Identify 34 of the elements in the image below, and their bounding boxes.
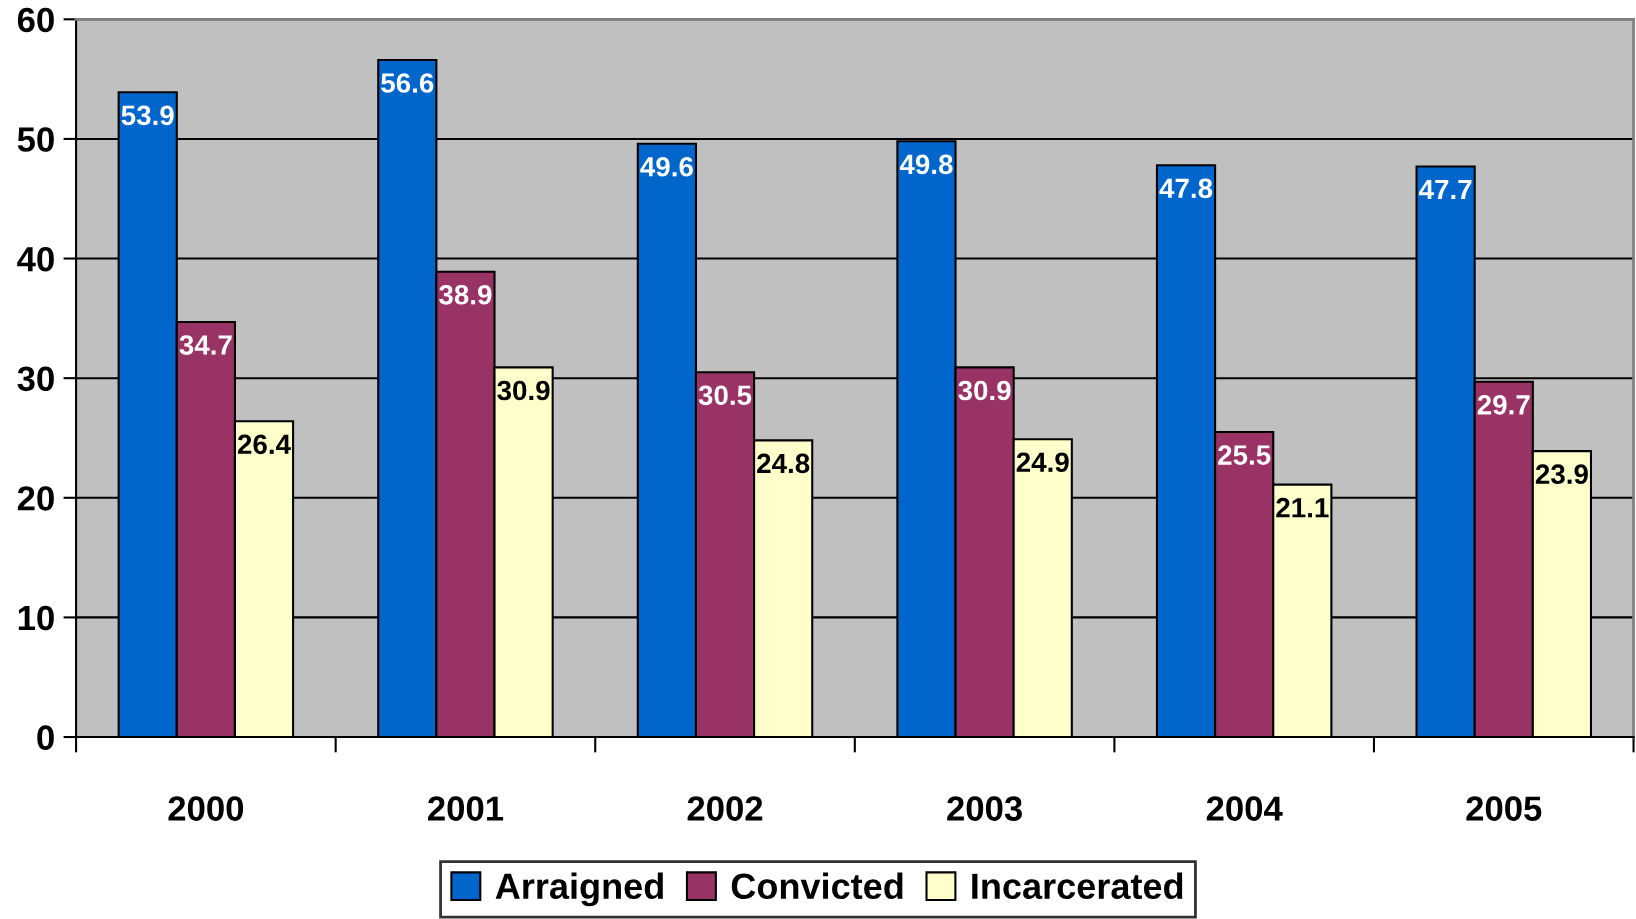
data-label: 38.9	[439, 284, 492, 305]
x-tick-label: 2002	[687, 796, 763, 821]
legend-label: Incarcerated	[972, 872, 1183, 900]
data-label: 34.7	[179, 335, 232, 355]
data-label: 23.9	[1535, 464, 1588, 485]
data-label: 30.5	[698, 385, 752, 406]
x-tick-label: 2001	[428, 796, 504, 821]
data-label: 30.9	[497, 380, 550, 401]
data-label: 25.5	[1218, 445, 1271, 465]
y-tick-label: 0	[37, 725, 54, 750]
y-tick-label: 10	[18, 605, 54, 631]
data-label: 47.7	[1419, 179, 1472, 200]
x-tick-label: 2004	[1206, 796, 1283, 821]
data-label: 56.6	[381, 73, 434, 93]
data-label: 49.8	[899, 154, 953, 175]
x-tick-label: 2005	[1466, 796, 1542, 821]
data-label: 24.9	[1016, 452, 1069, 473]
data-label: 49.6	[640, 156, 693, 177]
legend-label: Convicted	[731, 872, 903, 900]
legend-label: Arraigned	[495, 872, 663, 907]
data-label: 24.8	[757, 453, 810, 474]
y-tick-label: 20	[17, 486, 54, 511]
data-label: 47.8	[1159, 178, 1213, 199]
y-tick-label: 40	[17, 246, 54, 272]
data-label: 21.1	[1276, 497, 1329, 518]
x-tick-label: 2000	[168, 796, 244, 821]
y-tick-label: 50	[17, 127, 54, 152]
data-label: 53.9	[121, 105, 174, 126]
data-label: 30.9	[958, 380, 1011, 401]
y-tick-label: 60	[17, 7, 54, 33]
data-label: 26.4	[237, 434, 291, 455]
x-tick-label: 2003	[947, 796, 1022, 821]
data-label: 29.7	[1477, 394, 1530, 415]
y-tick-label: 30	[17, 366, 54, 392]
